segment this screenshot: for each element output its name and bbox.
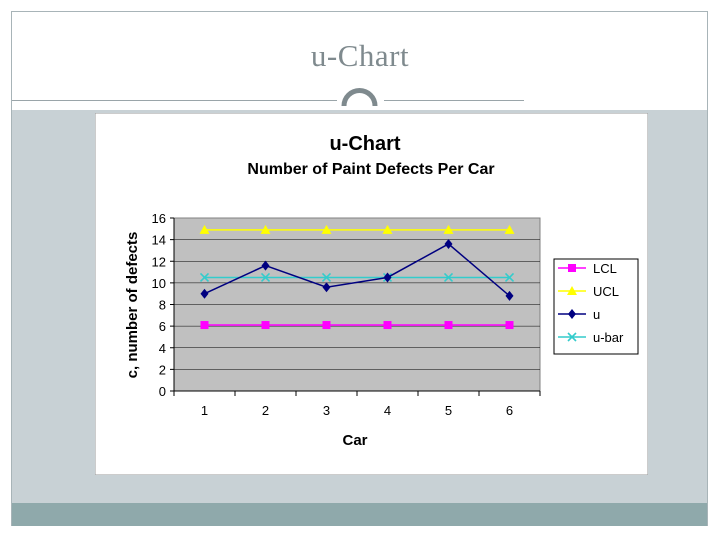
legend-marker-ucl <box>567 286 577 295</box>
y-axis-label: c, number of defects <box>124 232 141 379</box>
legend-label: LCL <box>593 261 617 276</box>
gridlines <box>174 239 540 370</box>
legend-box <box>553 258 639 355</box>
data-point-u <box>322 282 331 293</box>
chart-container: u-Chart Number of Paint Defects Per Car … <box>94 112 649 476</box>
data-point-lcl <box>505 321 514 330</box>
chart-subtitle: Number of Paint Defects Per Car <box>247 161 494 178</box>
data-point-lcl <box>444 321 453 330</box>
title-area <box>12 12 707 100</box>
legend-item-u: u <box>558 307 600 322</box>
data-point-lcl <box>200 321 209 330</box>
y-tick-label: 12 <box>152 254 166 269</box>
data-point-ucl <box>443 224 454 234</box>
x-tick-label: 1 <box>201 403 208 418</box>
bottom-band <box>12 503 707 526</box>
data-point-lcl <box>261 321 270 330</box>
series-ucl <box>199 224 515 234</box>
data-point-u <box>505 290 514 301</box>
series-lcl <box>200 321 514 330</box>
data-point-u <box>444 238 453 249</box>
y-tick-label: 14 <box>152 233 166 248</box>
y-tick-label: 8 <box>159 298 166 313</box>
data-point-u-bar <box>321 272 332 283</box>
series-u <box>200 238 514 301</box>
x-tick-label: 3 <box>323 403 330 418</box>
legend-label: UCL <box>593 284 619 299</box>
legend-label: u <box>593 307 600 322</box>
ring-ornament <box>341 88 378 107</box>
legend: LCL UCL u u-bar <box>558 261 624 345</box>
y-tick-labels: 0 2 4 6 8 10 12 14 16 <box>152 211 174 399</box>
y-tick-label: 4 <box>159 341 166 356</box>
data-point-lcl <box>383 321 392 330</box>
legend-label: u-bar <box>593 330 624 345</box>
data-point-u-bar <box>443 272 454 283</box>
data-point-ucl <box>504 224 515 234</box>
x-tick-labels: 1 2 3 4 5 6 <box>173 391 541 418</box>
chart-title: u-Chart <box>329 133 400 155</box>
legend-marker-u <box>568 309 576 319</box>
legend-item-lcl: LCL <box>558 261 617 276</box>
legend-marker-lcl <box>568 264 576 272</box>
slide-title: u-Chart <box>310 38 410 73</box>
data-point-u <box>261 260 270 271</box>
y-tick-label: 6 <box>159 319 166 334</box>
u-chart: u-Chart Number of Paint Defects Per Car … <box>94 112 649 476</box>
data-point-ucl <box>321 224 332 234</box>
y-tick-label: 2 <box>159 362 166 377</box>
data-point-u <box>200 288 209 299</box>
legend-item-ucl: UCL <box>558 284 619 299</box>
series-u-bar <box>199 272 515 283</box>
legend-marker-u-bar <box>567 332 577 342</box>
y-tick-label: 0 <box>159 384 166 399</box>
y-tick-label: 16 <box>152 211 166 226</box>
data-point-u-bar <box>504 272 515 283</box>
data-point-ucl <box>382 224 393 234</box>
data-point-u-bar <box>199 272 210 283</box>
legend-item-u-bar: u-bar <box>558 330 624 345</box>
x-tick-label: 4 <box>384 403 391 418</box>
series-layer <box>199 224 515 330</box>
data-point-u-bar <box>260 272 271 283</box>
title-divider-left <box>12 100 337 101</box>
data-point-ucl <box>199 224 210 234</box>
y-tick-label: 10 <box>152 276 166 291</box>
data-point-u <box>383 272 392 283</box>
series-line-u <box>204 243 510 297</box>
data-point-ucl <box>260 224 271 234</box>
x-tick-label: 6 <box>506 403 513 418</box>
x-tick-label: 5 <box>445 403 452 418</box>
x-tick-label: 2 <box>262 403 269 418</box>
data-point-lcl <box>322 321 331 330</box>
title-divider-right <box>384 100 524 101</box>
x-axis-label: Car <box>342 432 367 449</box>
